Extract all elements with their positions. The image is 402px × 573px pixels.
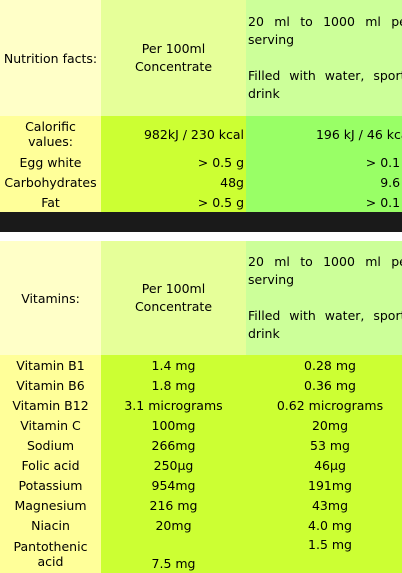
- nutrition-table: Nutrition facts: Per 100ml Concentrate 2…: [0, 0, 402, 212]
- serving-header-line2: Filled with water, sports drink: [248, 308, 402, 341]
- table-row: Vitamin B1 1.4 mg 0.28 mg: [0, 355, 402, 375]
- table-row: Sodium 266mg 53 mg: [0, 435, 402, 455]
- nutrition-facts-heading: Nutrition facts:: [0, 0, 101, 116]
- conc-value: > 0.5 g: [101, 152, 246, 172]
- serving-value: 20mg: [246, 415, 402, 435]
- conc-value: 1.4 mg: [101, 355, 246, 375]
- row-label: Egg white: [0, 152, 101, 172]
- row-label: Vitamin B12: [0, 395, 101, 415]
- row-label: Pantothenic acid: [0, 535, 101, 573]
- conc-value: 216 mg: [101, 495, 246, 515]
- conc-header-line1: Per 100ml: [141, 41, 206, 56]
- serving-value: 0.28 mg: [246, 355, 402, 375]
- conc-value: 100mg: [101, 415, 246, 435]
- row-label: Potassium: [0, 475, 101, 495]
- table-row: Vitamin C 100mg 20mg: [0, 415, 402, 435]
- conc-value: 954mg: [101, 475, 246, 495]
- conc-value: 982kJ / 230 kcal: [101, 116, 246, 152]
- serving-value: 4.0 mg: [246, 515, 402, 535]
- section-divider: [0, 212, 402, 232]
- conc-header-line2: Concentrate: [134, 59, 213, 74]
- serving-header: 20 ml to 1000 ml per serving Filled with…: [246, 0, 402, 116]
- serving-value: > 0.1 g: [246, 152, 402, 172]
- table-row: Pantothenic acid 7.5 mg 1.5 mg: [0, 535, 402, 573]
- serving-value: 9.6 g: [246, 172, 402, 192]
- conc-value: > 0.5 g: [101, 192, 246, 212]
- conc-value: 3.1 micrograms: [101, 395, 246, 415]
- row-label: Vitamin C: [0, 415, 101, 435]
- row-label: Vitamin B1: [0, 355, 101, 375]
- serving-value: > 0.1 g: [246, 192, 402, 212]
- table-row: Potassium 954mg 191mg: [0, 475, 402, 495]
- table-row: Fat > 0.5 g > 0.1 g: [0, 192, 402, 212]
- row-label: Vitamin B6: [0, 375, 101, 395]
- serving-header: 20 ml to 1000 ml per serving Filled with…: [246, 241, 402, 355]
- serving-value: 196 kJ / 46 kcal: [246, 116, 402, 152]
- table-row: Folic acid 250µg 46µg: [0, 455, 402, 475]
- table-row: Vitamin B12 3.1 micrograms 0.62 microgra…: [0, 395, 402, 415]
- row-label: Folic acid: [0, 455, 101, 475]
- vitamins-heading: Vitamins:: [0, 241, 101, 355]
- row-label: Magnesium: [0, 495, 101, 515]
- serving-value: 1.5 mg: [246, 535, 402, 573]
- serving-header-line1: 20 ml to 1000 ml per serving: [248, 254, 402, 287]
- conc-value: 48g: [101, 172, 246, 192]
- conc-value: 20mg: [101, 515, 246, 535]
- serving-value: 191mg: [246, 475, 402, 495]
- row-label: Niacin: [0, 515, 101, 535]
- serving-value: 46µg: [246, 455, 402, 475]
- row-label: Sodium: [0, 435, 101, 455]
- conc-header-line1: Per 100ml: [141, 281, 206, 296]
- table-row: Calorific values: 982kJ / 230 kcal 196 k…: [0, 116, 402, 152]
- conc-value: 7.5 mg: [101, 535, 246, 573]
- vitamins-table: Vitamins: Per 100ml Concentrate 20 ml to…: [0, 241, 402, 573]
- table-row: Egg white > 0.5 g > 0.1 g: [0, 152, 402, 172]
- table-row: Vitamin B6 1.8 mg 0.36 mg: [0, 375, 402, 395]
- row-label: Carbohydrates: [0, 172, 101, 192]
- table-row: Magnesium 216 mg 43mg: [0, 495, 402, 515]
- conc-value: 266mg: [101, 435, 246, 455]
- serving-value: 0.62 micrograms: [246, 395, 402, 415]
- conc-header: Per 100ml Concentrate: [101, 0, 246, 116]
- serving-value: 43mg: [246, 495, 402, 515]
- serving-header-line2: Filled with water, sports drink: [248, 68, 402, 101]
- conc-value: 250µg: [101, 455, 246, 475]
- table-row: Carbohydrates 48g 9.6 g: [0, 172, 402, 192]
- row-label: Fat: [0, 192, 101, 212]
- conc-value: 1.8 mg: [101, 375, 246, 395]
- row-label: Calorific values:: [0, 116, 101, 152]
- table-row: Niacin 20mg 4.0 mg: [0, 515, 402, 535]
- serving-value: 53 mg: [246, 435, 402, 455]
- conc-header: Per 100ml Concentrate: [101, 241, 246, 355]
- serving-header-line1: 20 ml to 1000 ml per serving: [248, 14, 402, 47]
- serving-value: 0.36 mg: [246, 375, 402, 395]
- conc-header-line2: Concentrate: [134, 299, 213, 314]
